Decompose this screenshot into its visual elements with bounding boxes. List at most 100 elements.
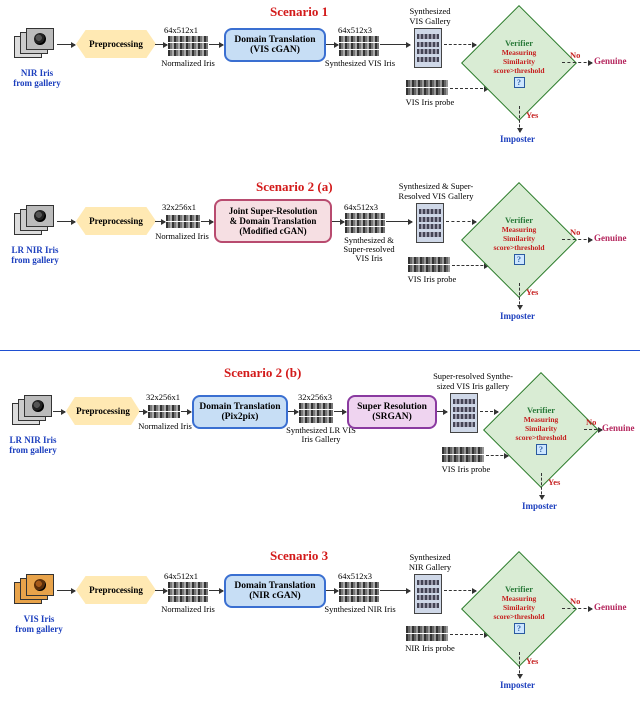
j-line1: Joint Super-Resolution	[229, 206, 317, 216]
scenario-2b: Scenario 2 (b) LR NIR Iris from gallery …	[0, 361, 640, 526]
arrow-icon	[386, 221, 412, 222]
verifier-title: Verifier	[505, 215, 533, 225]
arrow-icon	[519, 106, 520, 132]
normalized-iris	[168, 36, 208, 56]
arrow-icon	[334, 411, 346, 412]
vis-probe	[408, 257, 450, 273]
vis-iris-stack	[14, 574, 54, 610]
verifier-diamond: Verifier Measuring Similarity score>thre…	[500, 389, 582, 471]
arrow-icon	[57, 221, 75, 222]
question-icon: ?	[514, 254, 525, 265]
verifier-diamond: Verifier Measuring Similarity score>thre…	[478, 199, 560, 281]
arrow-icon	[57, 590, 75, 591]
synth-iris	[345, 213, 385, 233]
arrow-icon	[209, 44, 223, 45]
arrow-icon	[584, 429, 602, 430]
arrow-icon	[201, 221, 213, 222]
vis-probe	[442, 447, 484, 463]
dt-line2: (VIS cGAN)	[250, 45, 300, 55]
dims-out: 64x512x3	[338, 571, 372, 581]
imposter-label: Imposter	[500, 311, 535, 321]
gallery-label: Synthesized & Super- Resolved VIS Galler…	[392, 181, 480, 201]
vis-probe	[406, 80, 448, 96]
mid-iris	[299, 403, 333, 423]
arrow-icon	[562, 62, 592, 63]
arrow-icon	[155, 44, 167, 45]
probe-label: VIS Iris probe	[404, 274, 460, 284]
synth-l3: VIS Iris	[334, 253, 404, 263]
preprocessing-block: Preprocessing	[76, 207, 156, 235]
normalized-iris	[148, 405, 180, 418]
dims-out: 64x512x3	[344, 202, 378, 212]
verifier-diamond: Verifier Measuring Similarity score>thre…	[478, 22, 560, 104]
arrow-icon	[57, 44, 75, 45]
genuine-label: Genuine	[594, 56, 627, 66]
genuine-label: Genuine	[602, 423, 635, 433]
gallery-caption: LR NIR Iris from gallery	[6, 245, 64, 265]
measuring-1: Measuring Similarity	[488, 225, 550, 243]
lr-nir-iris-stack	[12, 395, 52, 431]
no-label: No	[570, 596, 580, 606]
no-label: No	[586, 417, 596, 427]
synth-iris	[339, 36, 379, 56]
dt-line2: (NIR cGAN)	[249, 591, 300, 601]
page: Scenario 1 NIR Iris from gallery Preproc…	[0, 0, 640, 701]
gallery-caption: LR NIR Iris from gallery	[4, 435, 62, 455]
divider	[0, 350, 640, 351]
measuring-1: Measuring Similarity	[488, 594, 550, 612]
dims-in: 64x512x1	[164, 25, 198, 35]
dt-nir-box: Domain Translation (NIR cGAN)	[224, 574, 326, 608]
genuine-label: Genuine	[594, 233, 627, 243]
sr-srgan-box: Super Resolution (SRGAN)	[347, 395, 437, 429]
gallery-label: Super-resolved Synthe- sized VIS Iris ga…	[426, 371, 520, 391]
synth-iris-label: Synthesized VIS Iris	[318, 58, 402, 68]
probe-label: VIS Iris probe	[438, 464, 494, 474]
genuine-label: Genuine	[594, 602, 627, 612]
measuring-2: score>threshold	[493, 612, 544, 621]
scenario-1-title: Scenario 1	[270, 4, 328, 20]
arrow-icon	[332, 221, 344, 222]
normalized-iris-label: Normalized Iris	[136, 421, 194, 431]
arrow-icon	[446, 221, 476, 222]
arrow-icon	[53, 411, 65, 412]
synth-gallery	[414, 574, 442, 614]
arrow-icon	[437, 411, 447, 412]
dt-pix2pix-box: Domain Translation (Pix2pix)	[192, 395, 288, 429]
mid-l2: Iris Gallery	[282, 434, 360, 444]
dims-out: 64x512x3	[338, 25, 372, 35]
scenario-3-title: Scenario 3	[270, 548, 328, 564]
arrow-icon	[480, 411, 498, 412]
question-icon: ?	[514, 623, 525, 634]
sr-line2: (SRGAN)	[372, 412, 412, 422]
arrow-icon	[155, 590, 167, 591]
gallery-label: Synthesized NIR Gallery	[398, 552, 462, 572]
arrow-icon	[288, 411, 298, 412]
gallery-label: Synthesized VIS Gallery	[398, 6, 462, 26]
no-label: No	[570, 227, 580, 237]
imposter-label: Imposter	[500, 134, 535, 144]
normalized-iris	[168, 582, 208, 602]
scenario-1: Scenario 1 NIR Iris from gallery Preproc…	[0, 0, 640, 155]
arrow-icon	[519, 652, 520, 678]
measuring-2: score>threshold	[515, 433, 566, 442]
gallery-caption: NIR Iris from gallery	[8, 68, 66, 88]
verifier-title: Verifier	[527, 405, 555, 415]
scenario-2a: Scenario 2 (a) LR NIR Iris from gallery …	[0, 175, 640, 330]
arrow-icon	[562, 239, 592, 240]
sr-line1: Super Resolution	[357, 402, 427, 412]
verifier-title: Verifier	[505, 38, 533, 48]
normalized-iris-label: Normalized Iris	[158, 604, 218, 614]
no-label: No	[570, 50, 580, 60]
measuring-2: score>threshold	[493, 66, 544, 75]
yes-label: Yes	[526, 656, 538, 666]
arrow-icon	[380, 44, 410, 45]
verifier-title: Verifier	[505, 584, 533, 594]
arrow-icon	[541, 473, 542, 499]
normalized-iris-label: Normalized Iris	[152, 231, 212, 241]
preprocessing-block: Preprocessing	[66, 397, 140, 425]
scenario-2a-title: Scenario 2 (a)	[256, 179, 333, 195]
measuring-2: score>threshold	[493, 243, 544, 252]
dt-line1: Domain Translation	[234, 35, 315, 45]
arrow-icon	[519, 283, 520, 309]
probe-label: NIR Iris probe	[400, 643, 460, 653]
